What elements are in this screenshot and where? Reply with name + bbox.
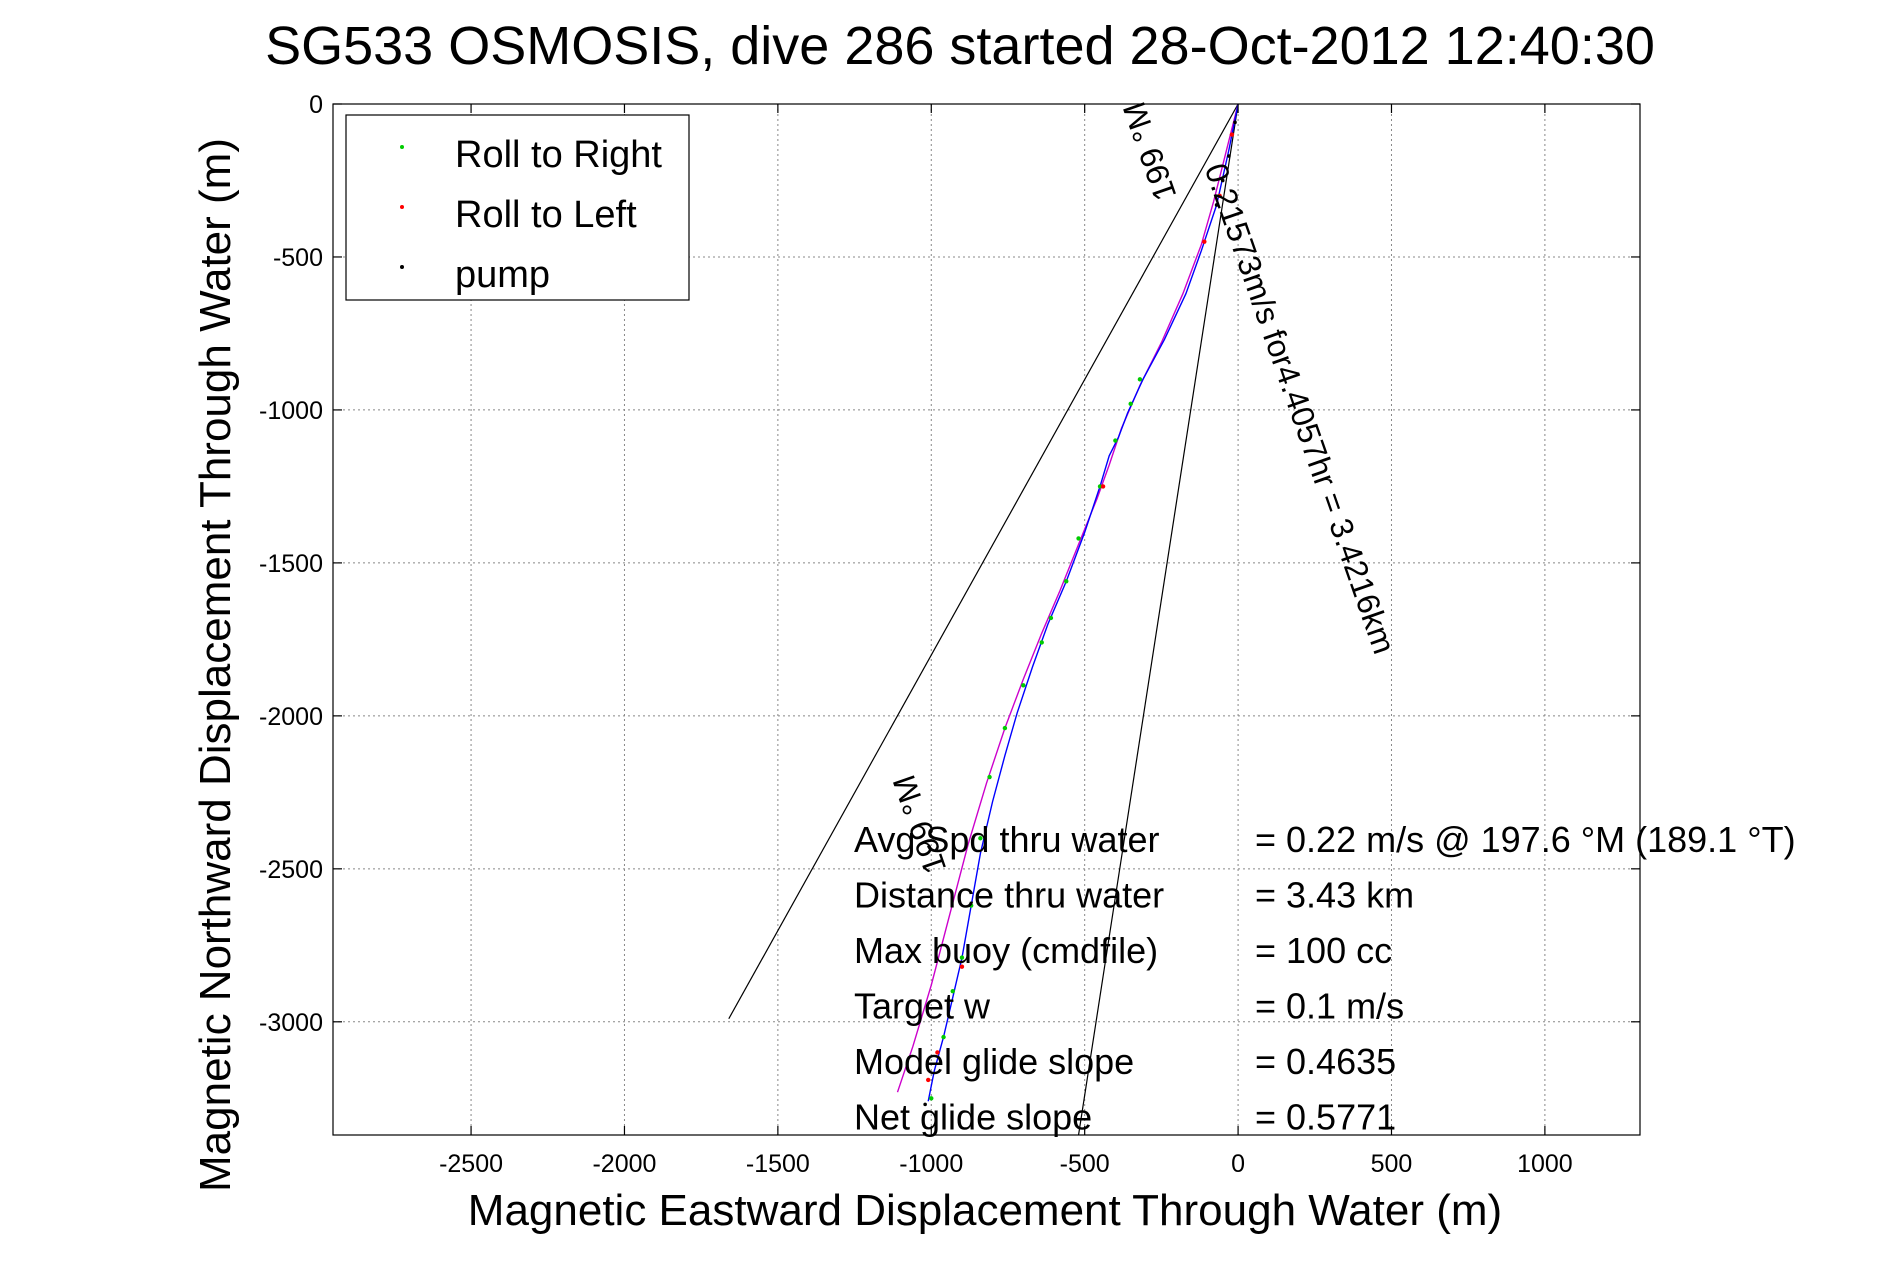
roll-right-point [1113,438,1118,443]
legend-label: Roll to Right [455,134,662,176]
summary-block: Avg Spd thru water = 0.22 m/s @ 197.6 °M … [854,819,1796,1138]
roll-right-point [1021,683,1026,688]
x-tick-label: -1000 [899,1150,963,1178]
roll-left-point [1202,239,1207,244]
roll-right-point [978,836,983,841]
roll-left-point [935,1050,940,1055]
x-tick-label: 1000 [1517,1150,1573,1178]
track-points [923,120,1237,1107]
roll-right-point [987,774,992,780]
pump-point [923,1102,927,1107]
summary-label: Avg Spd thru water [854,819,1160,860]
x-tick-label: 0 [1231,1150,1245,1178]
summary-label: Target w [854,986,991,1027]
roll-right-point [959,955,965,960]
x-tick-label: -1500 [746,1150,810,1178]
roll-right-point [929,1096,934,1101]
roll-right-point [941,1034,946,1040]
x-tick-label: 500 [1371,1150,1413,1178]
roll-left-point [926,1077,931,1083]
legend-label: pump [455,254,550,296]
cone-lines [728,103,1239,1136]
roll-right-point [968,903,974,908]
x-axis-label: Magnetic Eastward Displacement Through W… [468,1186,1502,1235]
legend-label: Roll to Left [455,194,637,236]
roll-left-point [1100,484,1106,489]
summary-value: = 0.1 m/s [1255,986,1404,1027]
roll-left-point [1229,132,1235,137]
roll-right-point [1097,484,1103,489]
y-tick-label: -1000 [259,397,323,425]
summary-value: = 0.22 m/s @ 197.6 °M (189.1 °T) [1255,819,1796,860]
summary-label: Distance thru water [854,875,1164,916]
roll-right-point [1076,536,1081,541]
summary-label: Max buoy (cmdfile) [854,930,1158,971]
summary-label: Net glide slope [854,1097,1092,1138]
pump-point [1220,178,1225,183]
summary-label: Model glide slope [854,1041,1134,1082]
roll-right-point [950,989,955,994]
roll-right-point [1002,725,1008,731]
x-tick-label: -500 [1060,1150,1110,1178]
pump-point [1233,120,1237,125]
pump-point [1214,203,1219,207]
plot-frame [332,103,1641,1136]
roll-right-point [1039,640,1044,645]
roll-right-point [1137,377,1143,382]
cone-line-1 [1077,103,1239,1136]
summary-value: = 0.4635 [1255,1041,1396,1082]
roll-right-point [1128,401,1133,407]
roll-left-point [959,964,965,969]
cone-line-0 [728,103,1239,1020]
roll-left-point [1217,193,1222,198]
legend-marker [400,265,404,269]
summary-value: = 100 cc [1255,930,1392,971]
y-tick-label: -3000 [259,1009,323,1037]
pump-point [1227,154,1231,158]
y-tick-label: -2500 [259,856,323,884]
chart-title: SG533 OSMOSIS, dive 286 started 28-Oct-2… [265,16,1655,76]
legend-marker [400,145,404,149]
summary-value: = 3.43 km [1255,875,1414,916]
y-axis-label: Magnetic Northward Displacement Through … [191,138,240,1192]
roll-right-point [1048,615,1054,621]
axis-ticks: -2500 -2000 -1500 -1000 -500 0 500 1000 0 -500 -10… [259,91,1640,1178]
legend: Roll to Right Roll to Left pump [345,114,690,301]
summary-value: = 0.5771 [1255,1097,1396,1138]
y-tick-label: -500 [273,244,323,272]
roll-right-point [1064,579,1069,584]
y-tick-label: 0 [309,91,323,119]
y-tick-label: -1500 [259,550,323,578]
x-tick-label: -2500 [439,1150,503,1178]
track-magenta-line [896,103,1239,1093]
x-tick-label: -2000 [592,1150,656,1178]
y-tick-label: -2000 [259,703,323,731]
legend-marker [400,205,404,209]
